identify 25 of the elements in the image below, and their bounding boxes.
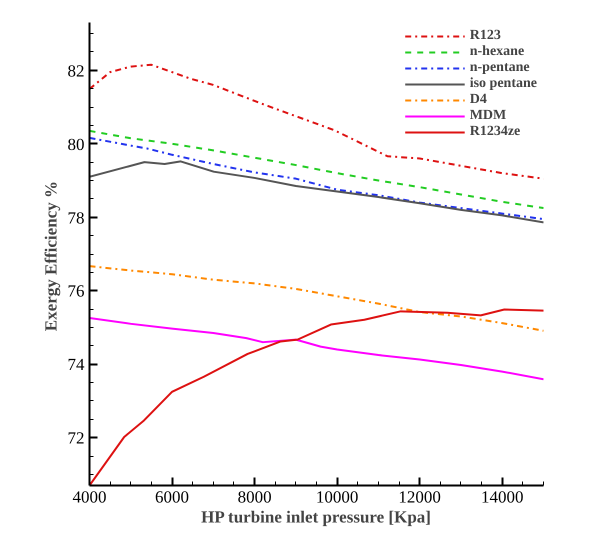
line-series	[90, 316, 544, 380]
legend-label: R123	[470, 28, 501, 44]
y-tick-label: 78	[68, 208, 84, 228]
legend-label: MDM	[470, 108, 506, 124]
line-series	[90, 160, 544, 224]
x-tick-label: 14000	[480, 488, 524, 506]
y-tick-label: 80	[68, 134, 84, 154]
x-tick-label: 12000	[398, 488, 441, 506]
x-tick-label: 6000	[155, 488, 190, 506]
legend-label: n-pentane	[470, 60, 530, 76]
x-tick-label: 4000	[72, 488, 106, 506]
y-tick-label: 72	[68, 428, 84, 448]
line-series	[90, 136, 544, 220]
legend-label: iso pentane	[470, 76, 537, 92]
y-axis-title: Exergy Efficiency %	[42, 181, 60, 332]
y-tick-label: 76	[68, 282, 84, 301]
legend-label: D4	[470, 92, 488, 108]
x-tick-label: 10000	[316, 488, 358, 506]
legend-label: n-hexane	[470, 44, 524, 60]
legend-label: R1234ze	[470, 124, 520, 140]
y-tick-label: 74	[68, 355, 85, 374]
line-series	[90, 265, 544, 332]
x-tick-label: 8000	[238, 488, 272, 506]
x-axis-title: HP turbine inlet pressure [Kpa]	[201, 508, 431, 526]
y-tick-label: 82	[68, 61, 84, 80]
